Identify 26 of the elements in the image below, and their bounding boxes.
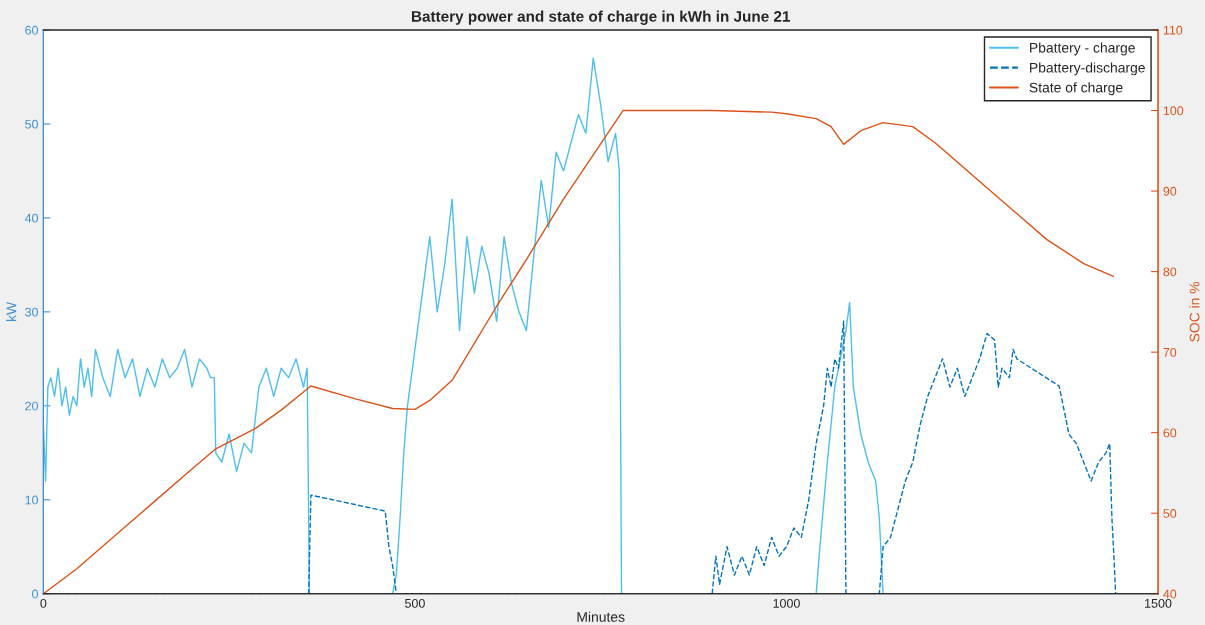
y-tick-label: 40 <box>24 213 39 223</box>
y2-tick-label: 80 <box>1163 267 1177 277</box>
legend-label: Pbattery-discharge <box>1030 62 1145 76</box>
y2-tick-label: 70 <box>1163 347 1177 357</box>
y-tick-label: 60 <box>25 25 39 35</box>
x-axis-title: Minutes <box>577 611 625 622</box>
y-tick-label: 30 <box>25 307 39 317</box>
y-tick-label: 10 <box>25 495 39 505</box>
y2-tick-label: 50 <box>1163 509 1177 518</box>
legend-label: State of charge <box>1029 82 1123 96</box>
y-tick-label: 20 <box>25 401 39 411</box>
y2-tick-label: 60 <box>1163 428 1177 438</box>
y-tick-label: 0 <box>32 589 39 599</box>
x-tick-label: 0 <box>40 598 47 608</box>
y-axis-title: kW <box>6 301 17 321</box>
chart-title: Battery power and state of charge in kWh in June 21 <box>411 10 791 25</box>
y2-tick-label: 110 <box>1163 25 1183 35</box>
legend-label: Pbattery - charge <box>1030 42 1135 56</box>
y2-tick-label: 90 <box>1163 186 1177 196</box>
x-tick-label: 1500 <box>1145 598 1172 608</box>
x-tick-label: 1000 <box>773 598 800 608</box>
y-tick-label: 50 <box>25 119 39 129</box>
y2-axis-title: SOC in % <box>1189 281 1200 342</box>
y2-tick-label: 100 <box>1163 106 1184 116</box>
y2-tick-label: 40 <box>1163 589 1177 599</box>
x-tick-label: 500 <box>404 598 425 608</box>
